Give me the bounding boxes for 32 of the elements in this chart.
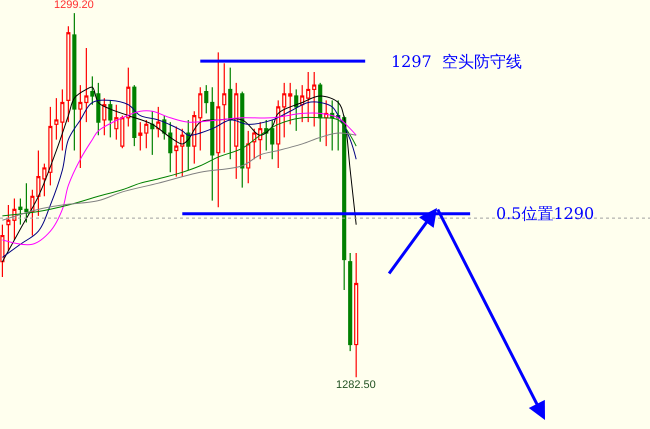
ref-line-label: 1297 空头防守线 [391, 52, 522, 71]
candlestick [36, 150, 40, 217]
candlestick [90, 76, 94, 106]
candlestick [48, 106, 52, 186]
candlestick [120, 115, 124, 149]
candlestick [96, 82, 100, 136]
candlestick [66, 26, 70, 123]
candlestick [108, 100, 112, 138]
candlestick [54, 98, 58, 140]
candlestick [60, 88, 64, 152]
candlestick [246, 130, 250, 184]
candlestick [324, 100, 328, 147]
candlestick [348, 252, 352, 352]
candlestick [354, 252, 358, 378]
candlestick [114, 104, 118, 140]
candlestick [216, 52, 220, 208]
annotation: 1282.50 [336, 379, 376, 391]
candlestick [132, 84, 136, 147]
candlestick [78, 84, 82, 169]
candlestick [102, 98, 106, 136]
candlestick [6, 204, 10, 252]
candlestick [72, 12, 76, 152]
ref-line-label: 0.5位置1290 [496, 204, 594, 223]
candlestick [222, 62, 226, 154]
candlestick [84, 47, 88, 123]
annotation: 1299.20 [54, 0, 94, 11]
candlestick [42, 162, 46, 197]
candlestick [186, 119, 190, 171]
candlestick [234, 82, 238, 180]
candlestick [150, 110, 154, 156]
candlestick [156, 106, 160, 138]
candlestick [126, 67, 130, 128]
